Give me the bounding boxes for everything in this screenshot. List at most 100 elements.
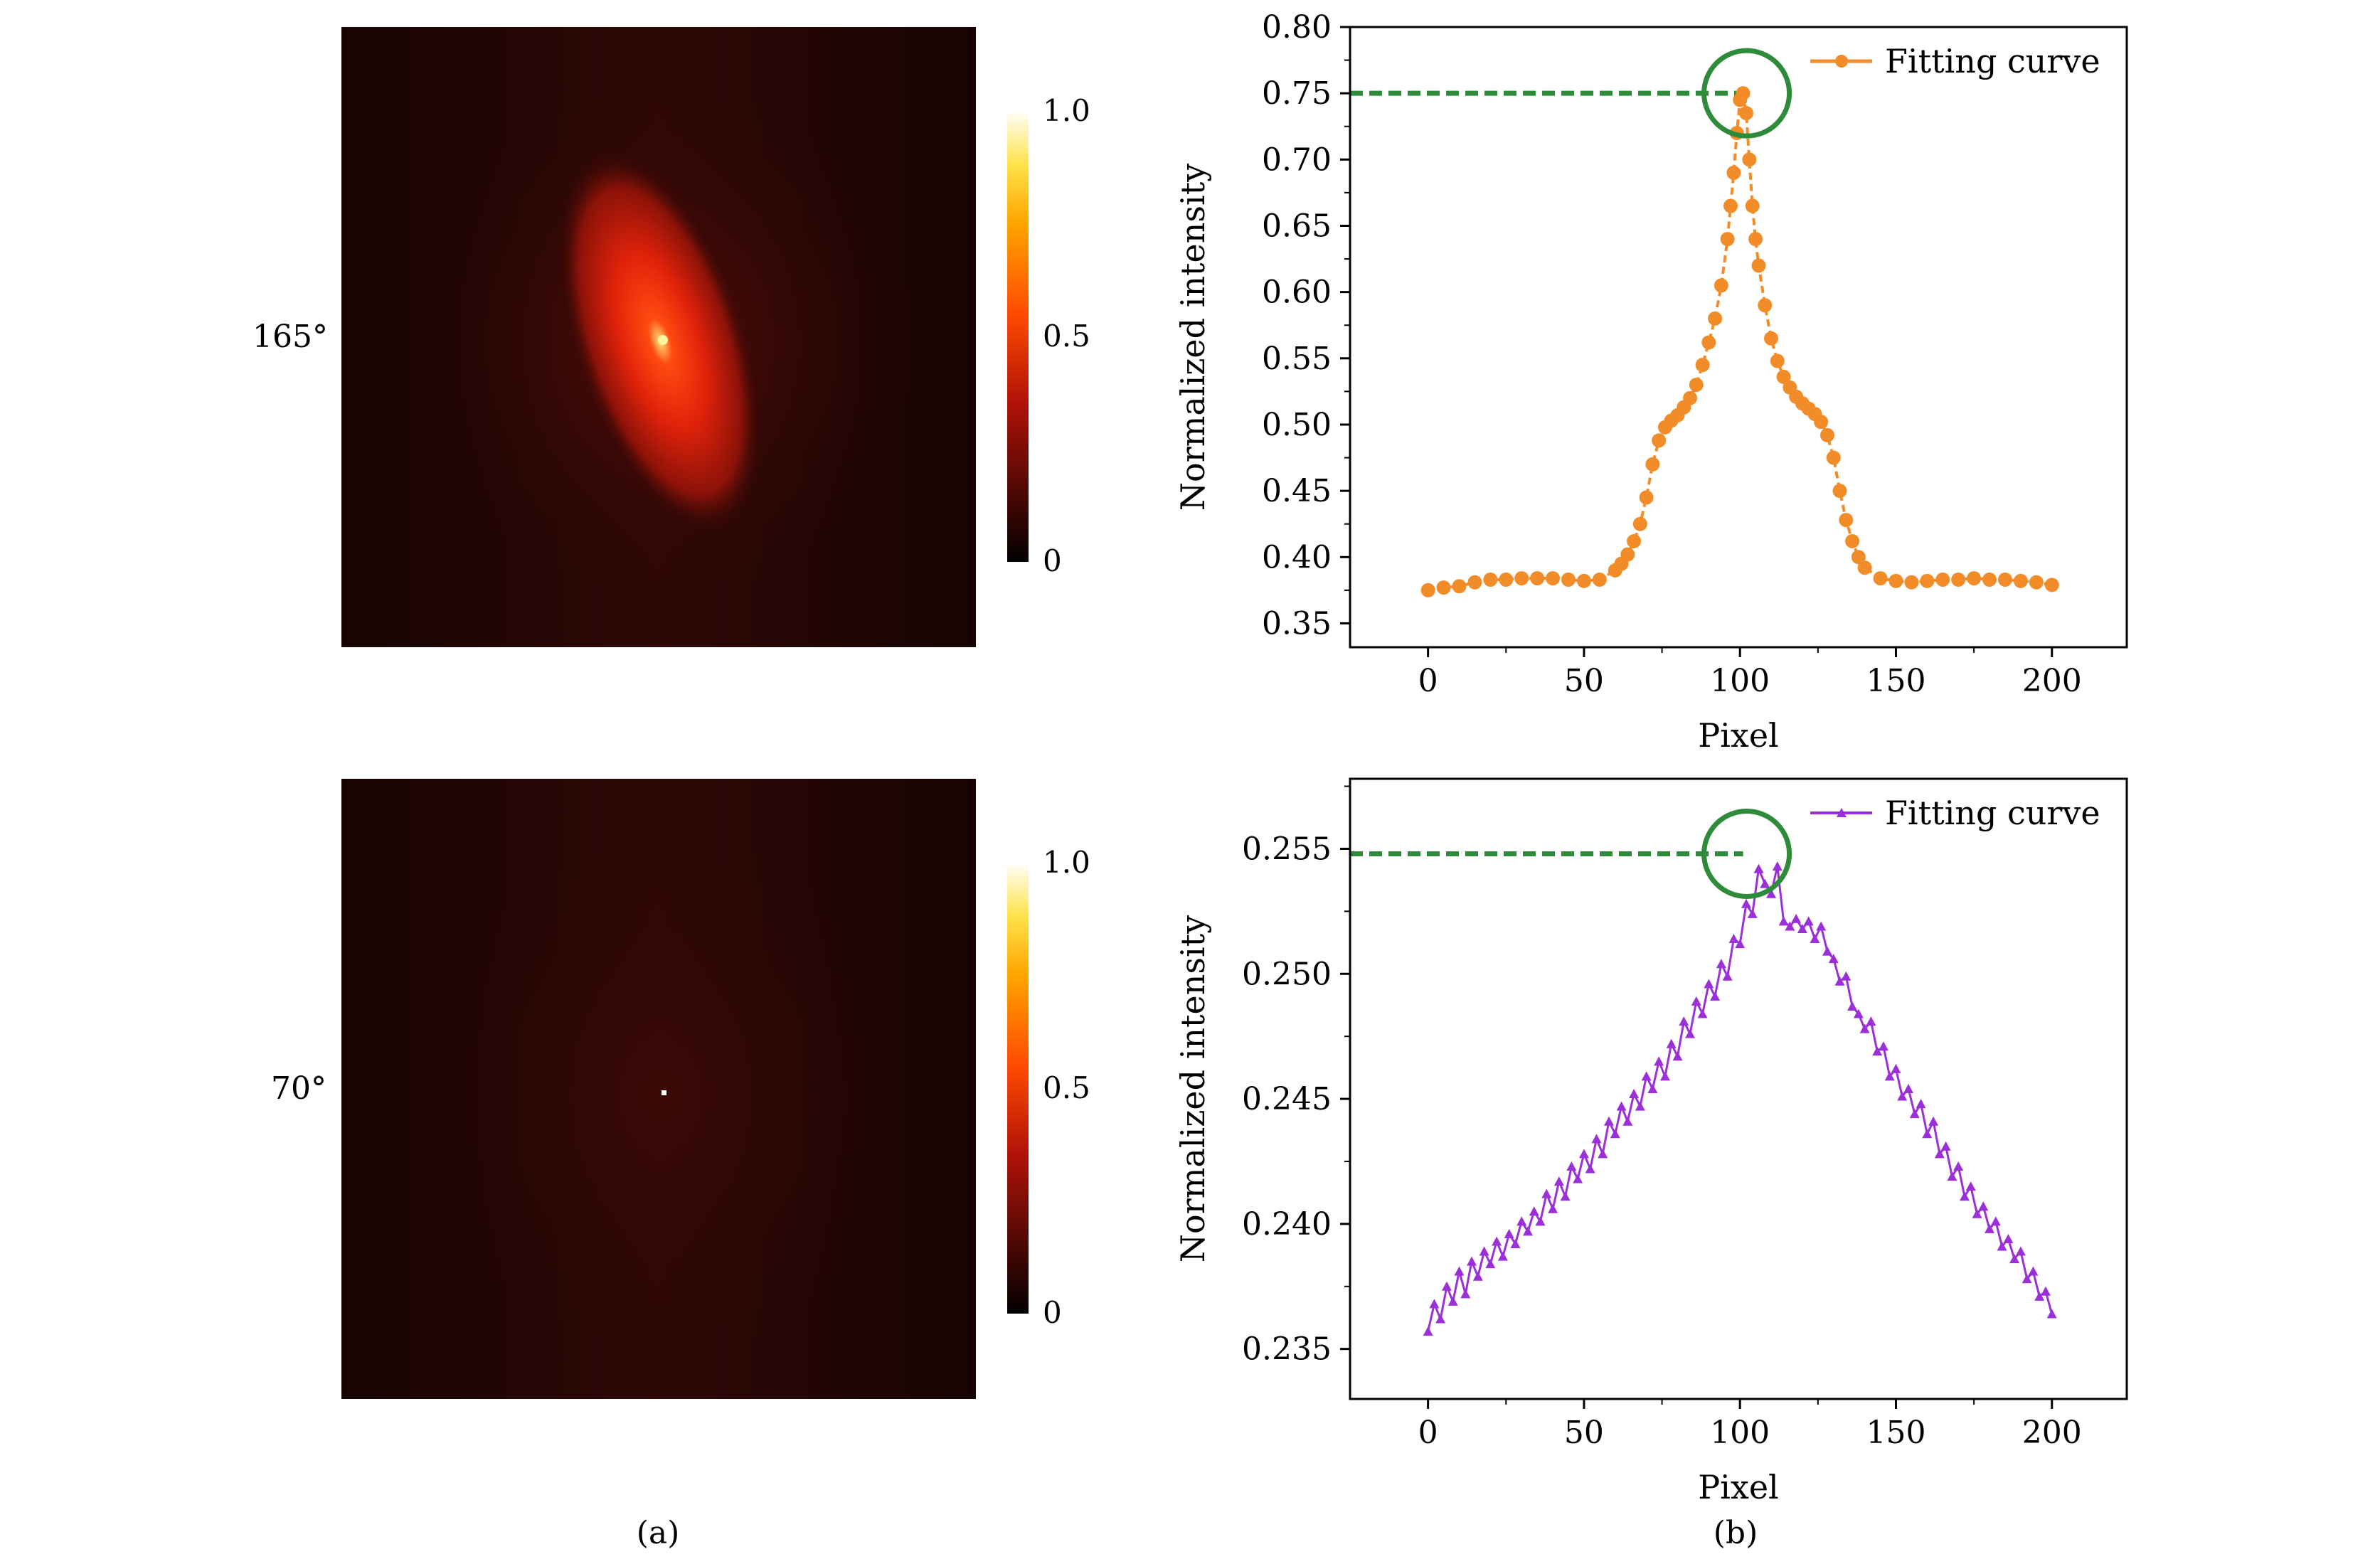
colorbar-2-tick-mid: 0.5 [1043,1070,1090,1105]
c2-data-point [1791,913,1802,923]
c2-data-point [1641,1071,1652,1081]
c1-data-point [1951,572,1966,587]
c2-data-point [2034,1291,2045,1301]
heatmap-165 [341,27,976,647]
chart-orange-ticks: 0 50 100 150 200 0.35 0.40 0.45 0.50 0.55 0.60 0.65… [1262,9,2082,699]
c2-data-point [2015,1246,2026,1256]
c2-data-point [1598,1149,1608,1159]
c1-data-point [1689,378,1704,393]
c2-data-point [1610,1129,1620,1139]
c2-data-point [1654,1056,1664,1066]
c1-data-point [1714,278,1728,293]
c1-data-point [1632,516,1647,531]
chart-purple-legend: Fitting curve [1810,794,2100,832]
c2-data-point [1859,1023,1870,1033]
colorbar-2-tick-max: 1.0 [1043,845,1090,880]
c2-xtick-label: 100 [1710,1415,1770,1451]
c2-data-point [1847,1001,1858,1011]
c2-data-point [1704,979,1714,989]
c2-data-point [1647,1084,1658,1093]
c2-ytick-label: 0.255 [1242,831,1332,867]
chart-orange-legend-label: Fitting curve [1885,42,2100,80]
c1-data-point [1723,198,1738,213]
c1-data-point [1620,547,1635,562]
c1-data-point [1819,427,1834,442]
c2-data-point [1472,1271,1483,1281]
c2-data-point [1816,921,1827,931]
c2-data-point [1578,1149,1589,1159]
c1-ytick-label: 0.35 [1262,605,1332,642]
heatmap-165-peak [658,335,668,345]
c1-data-point [1652,433,1667,448]
c2-data-point [1972,1208,1982,1218]
c2-data-point [1697,1008,1708,1018]
c1-ytick-label: 0.75 [1262,75,1332,112]
c2-data-point [1903,1084,1914,1093]
c1-data-point [1873,571,1888,586]
c2-data-point [1803,916,1814,926]
c1-data-point [1708,311,1723,326]
c1-data-point [1742,152,1757,167]
c2-data-point [1504,1228,1514,1238]
c1-ytick-label: 0.60 [1262,275,1332,311]
c2-xtick-label: 50 [1564,1415,1604,1451]
c2-data-point [1822,946,1832,956]
chart-purple-series [1423,861,2057,1336]
panel-label-b: (b) [1714,1515,1758,1551]
c2-ytick-label: 0.245 [1242,1081,1332,1117]
colorbar-1-tick-max: 1.0 [1043,93,1090,128]
c1-data-point [1776,369,1791,384]
chart-purple-legend-marker [1837,808,1847,817]
c2-data-point [1785,921,1795,931]
c1-data-point [1738,106,1753,121]
c1-ytick-label: 0.50 [1262,407,1332,443]
c1-data-point [1748,232,1763,247]
c2-data-point [2028,1266,2039,1276]
c2-data-point [1872,1046,1883,1056]
c2-data-point [1909,1109,1920,1119]
angle-label-165: 165° [253,319,328,355]
colorbar-2: 1.0 0.5 0 [1007,845,1090,1330]
c2-data-point [1741,898,1751,908]
c2-data-point [1497,1251,1508,1261]
c2-data-point [1553,1176,1564,1186]
c2-xtick-label: 0 [1418,1415,1438,1451]
chart-purple-xlabel: Pixel [1698,1468,1779,1506]
c1-data-point [1814,415,1829,430]
c2-data-point [1985,1223,1995,1233]
c1-series-line [1428,88,2053,592]
c2-data-point [1566,1161,1577,1171]
c2-data-point [1891,1063,1901,1073]
c2-data-point [1978,1201,1989,1211]
c2-data-point [1541,1188,1552,1198]
c2-data-point [1710,991,1721,1001]
c1-data-point [1467,575,1482,590]
c2-data-point [1716,959,1726,969]
c2-data-point [1997,1241,2007,1251]
c1-data-point [1499,572,1514,587]
c2-data-point [1834,976,1845,986]
c2-data-point [1853,1008,1864,1018]
c2-data-point [1884,1071,1895,1081]
c2-data-point [1467,1256,1477,1266]
c2-data-point [2009,1254,2020,1264]
chart-purple-peak-circle [1701,808,1792,899]
c2-data-point [2046,1309,2057,1319]
c1-data-point [1758,298,1773,313]
c2-data-point [1691,996,1701,1006]
c1-xtick-label: 50 [1564,663,1604,699]
colorbar-2-gradient [1007,862,1029,1314]
c2-data-point [1573,1174,1583,1183]
c2-data-point [1485,1259,1496,1269]
c1-data-point [1592,572,1607,587]
chart-orange-ylabel: Normalized intensity [1174,164,1212,511]
chart-purple-legend-label: Fitting curve [1885,794,2100,832]
c2-data-point [1548,1203,1558,1213]
c2-data-point [1666,1038,1677,1048]
c1-data-point [1514,571,1529,586]
chart-orange-peak-circle [1701,48,1792,139]
c2-data-point [1990,1216,2001,1226]
c2-data-point [1959,1191,1970,1201]
c1-data-point [1826,450,1841,465]
